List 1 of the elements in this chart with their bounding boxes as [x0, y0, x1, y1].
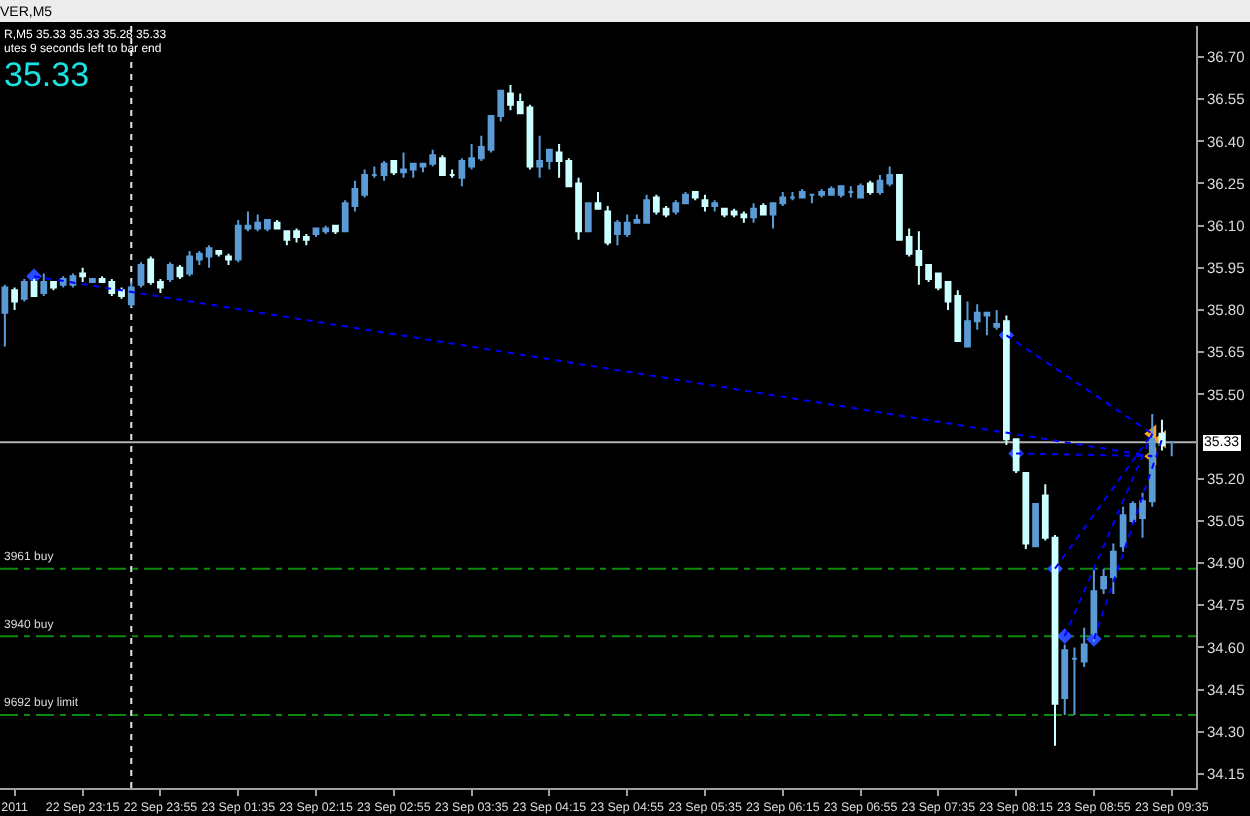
annotation: 35.33 [4, 56, 90, 94]
